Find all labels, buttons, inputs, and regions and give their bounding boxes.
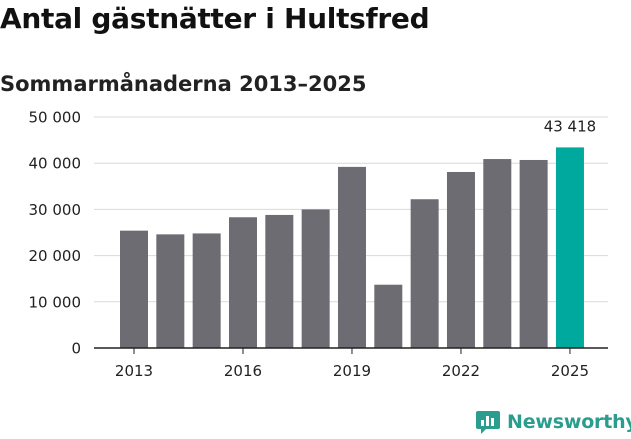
bar-2014 — [156, 234, 185, 348]
bar-2025 — [555, 147, 584, 348]
bar-chart: 0 10 000 20 000 30 000 40 000 50 000 2013 2016 2… — [29, 109, 608, 380]
bar-2022 — [446, 171, 475, 348]
x-tick-label: 2022 — [442, 362, 480, 380]
bar-2013 — [120, 230, 148, 348]
bar-2024 — [519, 159, 548, 348]
x-tick-label: 2025 — [551, 362, 589, 380]
y-tick-label: 50 000 — [29, 109, 82, 127]
y-tick-label: 30 000 — [29, 201, 82, 219]
bar-2015 — [192, 233, 221, 348]
x-tick-label: 2016 — [224, 362, 262, 380]
y-tick-label: 20 000 — [29, 247, 82, 265]
data-label: 43 418 — [544, 117, 597, 135]
bar-2020 — [374, 284, 403, 348]
newsworthy-logo: Newsworthy — [475, 407, 631, 437]
bar-2019 — [337, 166, 366, 348]
y-tick-label: 40 000 — [29, 155, 82, 173]
brand-name: Newsworthy — [507, 411, 631, 433]
bar-2018 — [301, 209, 330, 348]
bar-2021 — [410, 199, 439, 348]
bar-2016 — [228, 217, 257, 348]
chart-title: Antal gästnätter i Hultsfred — [0, 2, 430, 35]
bar-2023 — [483, 159, 512, 348]
chart-subtitle: Sommarmånaderna 2013–2025 — [0, 72, 367, 96]
y-tick-label: 0 — [71, 340, 81, 358]
x-tick-label: 2013 — [115, 362, 153, 380]
x-tick-label: 2019 — [333, 362, 371, 380]
bar-chart-speech-bubble-icon — [476, 411, 500, 434]
y-tick-label: 10 000 — [29, 293, 82, 311]
bar-2017 — [265, 214, 294, 348]
